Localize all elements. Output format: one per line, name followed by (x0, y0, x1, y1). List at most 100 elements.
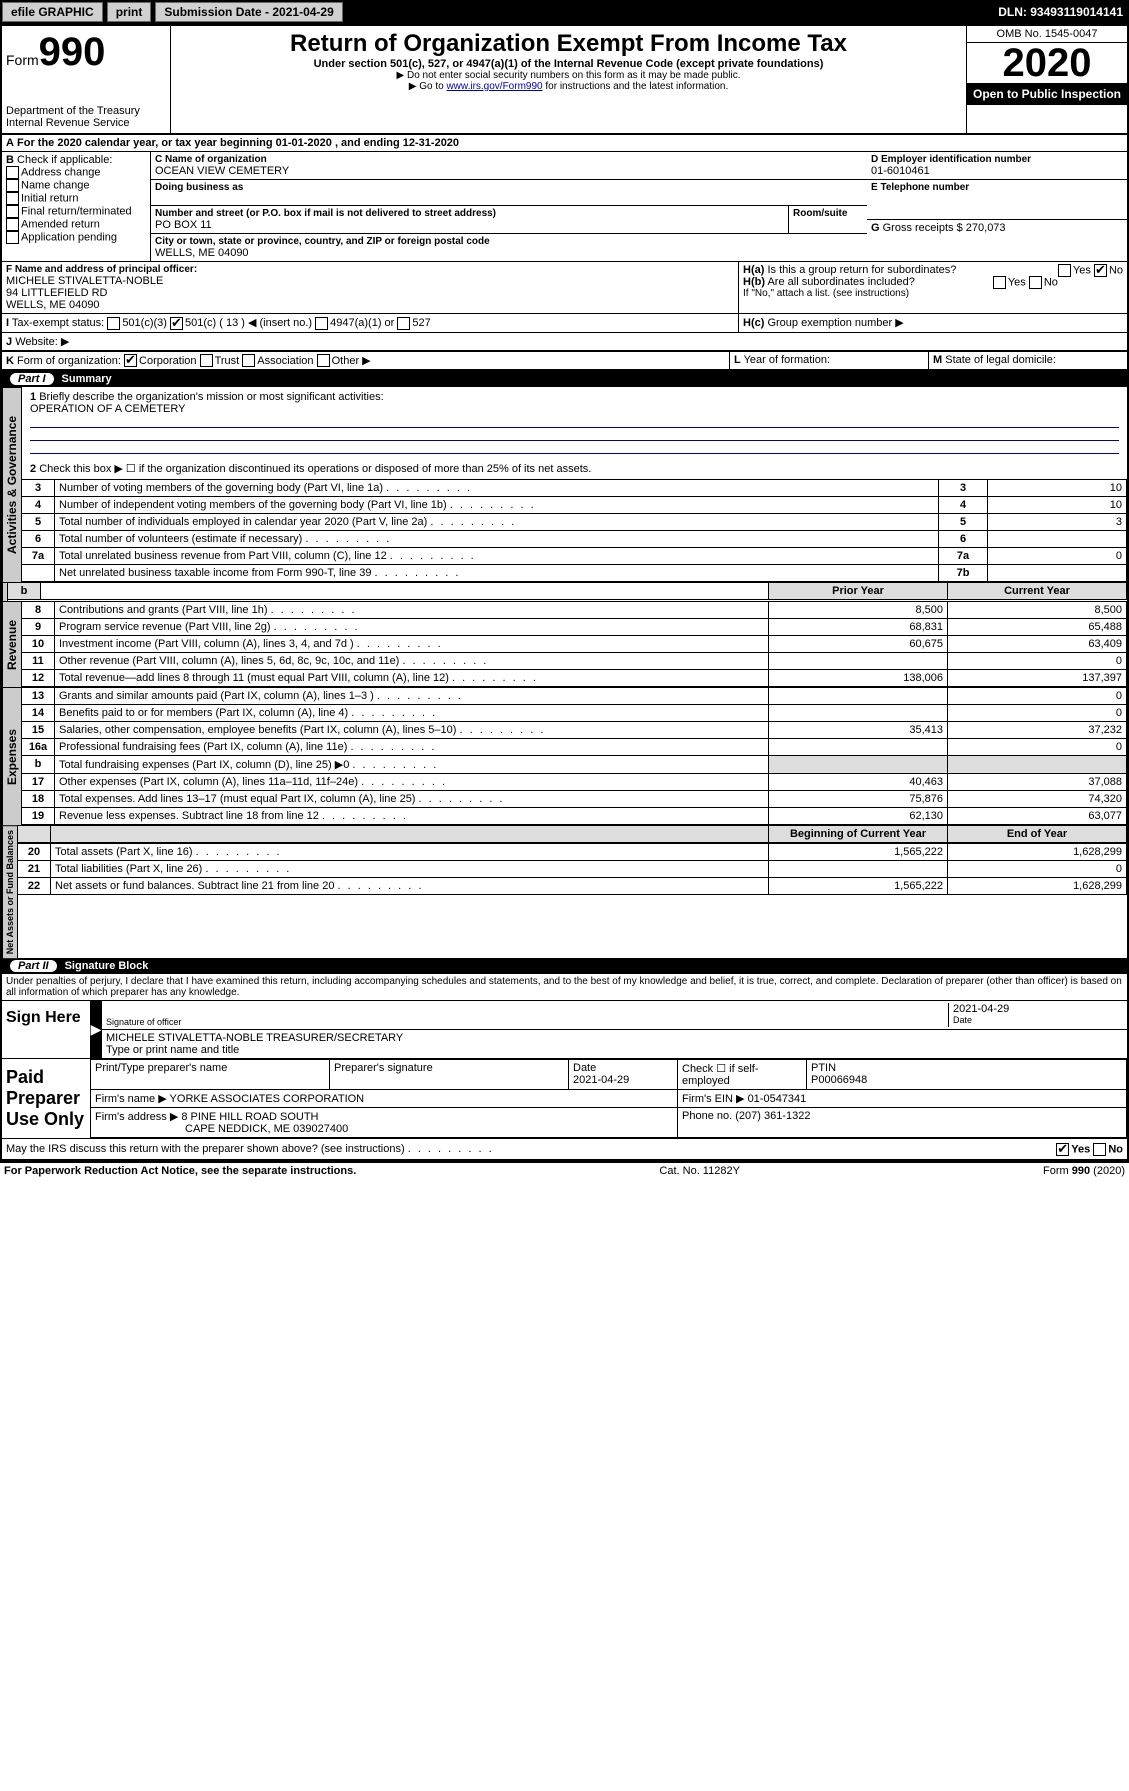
q1-answer: OPERATION OF A CEMETERY (30, 403, 185, 415)
table-row: 12 Total revenue—add lines 8 through 11 … (22, 670, 1127, 687)
table-row: 8 Contributions and grants (Part VIII, l… (22, 602, 1127, 619)
opt-final-return[interactable]: Final return/terminated (6, 205, 146, 218)
vtab-revenue: Revenue (2, 601, 22, 687)
addr-label: Number and street (or P.O. box if mail i… (155, 208, 784, 219)
officer-label: Name and address of principal officer: (15, 264, 197, 275)
h-b-note: If "No," attach a list. (see instruction… (743, 288, 1123, 299)
form-org-label: Form of organization: (17, 355, 121, 367)
website-label: Website: ▶ (15, 336, 69, 348)
opt-name-change[interactable]: Name change (6, 179, 146, 192)
open-public: Open to Public Inspection (967, 83, 1127, 105)
footer-right: Form 990 (2020) (1043, 1165, 1125, 1177)
table-row: 19 Revenue less expenses. Subtract line … (22, 808, 1127, 825)
room-label: Room/suite (793, 208, 863, 219)
footer-left: For Paperwork Reduction Act Notice, see … (4, 1165, 356, 1177)
table-row: 16a Professional fundraising fees (Part … (22, 739, 1127, 756)
gross-value: 270,073 (966, 222, 1006, 234)
dept-irs: Internal Revenue Service (6, 117, 166, 129)
col-begin: Beginning of Current Year (790, 828, 926, 840)
perjury-statement: Under penalties of perjury, I declare th… (2, 974, 1127, 1001)
table-row: 9 Program service revenue (Part VIII, li… (22, 619, 1127, 636)
note-ssn: ▶ Do not enter social security numbers o… (179, 70, 958, 81)
table-row: 5 Total number of individuals employed i… (22, 514, 1127, 531)
prep-date: 2021-04-29 (573, 1074, 629, 1086)
line-a: A For the 2020 calendar year, or tax yea… (2, 135, 1127, 152)
paid-preparer: Paid Preparer Use Only (2, 1059, 90, 1138)
table-row: 22 Net assets or fund balances. Subtract… (18, 878, 1127, 895)
firm-addr2: CAPE NEDDICK, ME 039027400 (95, 1123, 348, 1135)
form-subtitle: Under section 501(c), 527, or 4947(a)(1)… (179, 58, 958, 70)
c-name-label: Name of organization (165, 154, 267, 165)
org-name: OCEAN VIEW CEMETERY (155, 165, 863, 177)
dba-label: Doing business as (155, 182, 863, 193)
table-row: 21 Total liabilities (Part X, line 26) 0 (18, 861, 1127, 878)
table-row: 14 Benefits paid to or for members (Part… (22, 705, 1127, 722)
h-sig: Preparer's signature (330, 1060, 569, 1090)
firm-addr1: 8 PINE HILL ROAD SOUTH (181, 1111, 318, 1123)
note-link: ▶ Go to www.irs.gov/Form990 for instruct… (179, 81, 958, 92)
efile-button[interactable]: efile GRAPHIC (2, 2, 103, 22)
sign-here: Sign Here (2, 1001, 90, 1058)
vtab-governance: Activities & Governance (2, 387, 22, 582)
phone-label: Telephone number (880, 182, 969, 193)
sig-officer-label: Signature of officer (106, 1017, 948, 1027)
table-row: 10 Investment income (Part VIII, column … (22, 636, 1127, 653)
firm-ein: 01-0547341 (748, 1093, 807, 1105)
org-city: WELLS, ME 04090 (155, 247, 863, 259)
firm-ein-label: Firm's EIN ▶ (682, 1093, 745, 1105)
opt-initial-return[interactable]: Initial return (6, 192, 146, 205)
q2: Check this box ▶ ☐ if the organization d… (39, 463, 591, 475)
gross-label: Gross receipts $ (883, 222, 963, 234)
h-c: Group exemption number ▶ (767, 317, 903, 329)
h-a: H(a) Is this a group return for subordin… (743, 264, 1123, 276)
submission-date: Submission Date - 2021-04-29 (155, 2, 342, 22)
opt-amended[interactable]: Amended return (6, 218, 146, 231)
table-row: 15 Salaries, other compensation, employe… (22, 722, 1127, 739)
org-address: PO BOX 11 (155, 219, 784, 231)
firm-phone: (207) 361-1322 (735, 1110, 810, 1122)
discuss-question: May the IRS discuss this return with the… (2, 1139, 1127, 1161)
table-row: 13 Grants and similar amounts paid (Part… (22, 688, 1127, 705)
col-end: End of Year (1007, 828, 1067, 840)
ptin-value: P00066948 (811, 1074, 867, 1086)
city-label: City or town, state or province, country… (155, 236, 863, 247)
line-b-label: B Check if applicable: (6, 154, 146, 166)
typed-name: MICHELE STIVALETTA-NOBLE TREASURER/SECRE… (106, 1032, 1123, 1044)
dln: DLN: 93493119014141 (998, 5, 1127, 19)
date-label: Date (953, 1015, 1123, 1025)
firm-phone-label: Phone no. (682, 1110, 732, 1122)
form-number: Form990 (6, 30, 166, 75)
footer-mid: Cat. No. 11282Y (659, 1165, 740, 1177)
table-row: 6 Total number of volunteers (estimate i… (22, 531, 1127, 548)
h-check: Check ☐ if self-employed (678, 1060, 807, 1090)
opt-app-pending[interactable]: Application pending (6, 231, 146, 244)
arrow-icon: ▶ (90, 1001, 102, 1058)
table-row: 7a Total unrelated business revenue from… (22, 548, 1127, 565)
q1: Briefly describe the organization's miss… (39, 391, 383, 403)
dept-treasury: Department of the Treasury (6, 105, 166, 117)
h-b: H(b) Are all subordinates included? Yes … (743, 276, 1123, 288)
h-ptin: PTIN (811, 1062, 836, 1074)
form-title: Return of Organization Exempt From Incom… (179, 30, 958, 58)
table-row: 18 Total expenses. Add lines 13–17 (must… (22, 791, 1127, 808)
vtab-netassets: Net Assets or Fund Balances (2, 825, 18, 958)
year-formation-label: Year of formation: (744, 354, 830, 366)
print-button[interactable]: print (107, 2, 152, 22)
ein-value: 01-6010461 (871, 165, 1123, 177)
table-row: 20 Total assets (Part X, line 16) 1,565,… (18, 844, 1127, 861)
col-current: Current Year (1004, 585, 1070, 597)
officer-name: MICHELE STIVALETTA-NOBLE (6, 275, 734, 287)
col-prior: Prior Year (832, 585, 884, 597)
table-row: 4 Number of independent voting members o… (22, 497, 1127, 514)
officer-city: WELLS, ME 04090 (6, 299, 734, 311)
part-i-header: Part ISummary (2, 371, 1127, 387)
irs-link[interactable]: www.irs.gov/Form990 (446, 81, 542, 92)
ein-label: Employer identification number (881, 154, 1031, 165)
typed-label: Type or print name and title (106, 1044, 1123, 1056)
table-row: b Total fundraising expenses (Part IX, c… (22, 756, 1127, 774)
h-date: Date (573, 1062, 596, 1074)
opt-address-change[interactable]: Address change (6, 166, 146, 179)
table-row: 11 Other revenue (Part VIII, column (A),… (22, 653, 1127, 670)
tax-year: 2020 (967, 43, 1127, 83)
officer-addr: 94 LITTLEFIELD RD (6, 287, 734, 299)
